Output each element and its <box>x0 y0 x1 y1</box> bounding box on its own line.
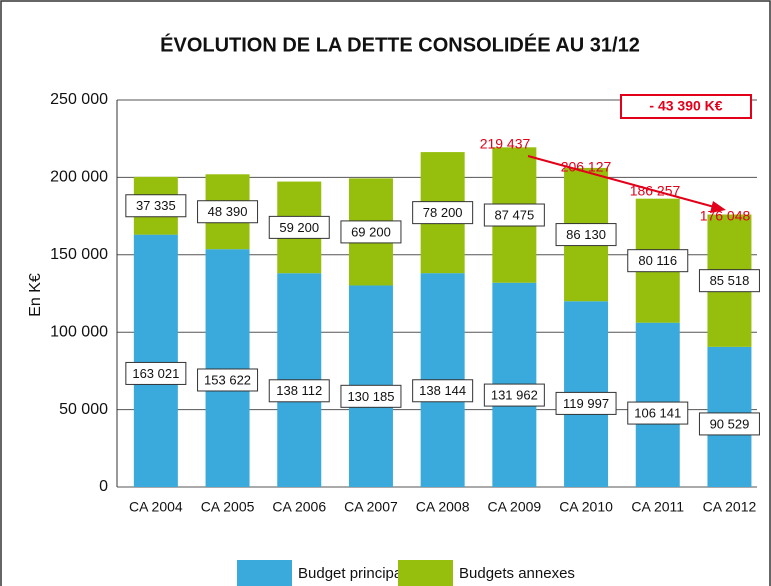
x-tick-label: CA 2012 <box>703 499 757 515</box>
value-label: 87 475 <box>494 207 534 222</box>
annotation: 219 437 <box>480 136 531 152</box>
x-tick-label: CA 2007 <box>344 499 398 515</box>
value-label-box <box>340 220 402 244</box>
x-tick-label: CA 2005 <box>201 499 255 515</box>
value-label: 119 997 <box>563 396 609 411</box>
value-label: 85 518 <box>710 273 750 288</box>
value-label-box <box>483 203 545 227</box>
x-tick-label: CA 2004 <box>129 499 183 515</box>
bar-segment <box>205 249 250 487</box>
legend-label: Budgets annexes <box>459 565 575 582</box>
value-label: 48 390 <box>208 204 248 219</box>
value-label-box <box>268 379 330 403</box>
value-label-box <box>698 269 760 293</box>
value-label-box <box>268 215 330 239</box>
y-tick-label: 0 <box>99 478 108 495</box>
y-tick-label: 50 000 <box>59 401 108 418</box>
value-label-box <box>698 412 760 436</box>
legend-swatch <box>237 560 292 586</box>
x-tick-label: CA 2011 <box>631 499 684 515</box>
x-tick-label: CA 2006 <box>272 499 326 515</box>
value-label: 153 622 <box>204 372 251 387</box>
value-label-box <box>483 383 545 407</box>
value-label-box <box>197 200 259 224</box>
value-label: 78 200 <box>423 205 463 220</box>
legend-label: Budget principal <box>298 565 406 582</box>
value-label: 163 021 <box>132 366 179 381</box>
value-label-box <box>125 194 187 218</box>
chart-title: ÉVOLUTION DE LA DETTE CONSOLIDÉE AU 31/1… <box>160 33 640 56</box>
value-label-box <box>412 201 474 225</box>
value-label: 86 130 <box>566 227 606 242</box>
value-label-box <box>125 361 187 385</box>
value-label-box <box>555 223 617 247</box>
value-label: 59 200 <box>279 220 319 235</box>
arrow-head <box>710 201 726 213</box>
trend-arrow <box>527 155 719 209</box>
annotation: 206 127 <box>561 159 612 175</box>
value-label: 37 335 <box>136 198 176 213</box>
value-label: 138 112 <box>276 383 322 398</box>
value-label: 106 141 <box>634 405 681 420</box>
value-label: 130 185 <box>347 389 394 404</box>
x-tick-label: CA 2008 <box>416 499 470 515</box>
value-label: 69 200 <box>351 224 391 239</box>
legend-swatch <box>398 560 453 586</box>
value-label-box <box>555 391 617 415</box>
change-label: - 43 390 K€ <box>649 98 722 114</box>
value-label-box <box>340 384 402 408</box>
value-label: 138 144 <box>419 383 466 398</box>
y-tick-label: 150 000 <box>50 246 108 263</box>
y-tick-label: 250 000 <box>50 91 108 108</box>
value-label: 90 529 <box>710 416 750 431</box>
x-tick-label: CA 2010 <box>559 499 613 515</box>
value-label: 131 962 <box>491 388 538 403</box>
x-tick-label: CA 2009 <box>487 499 541 515</box>
value-label-box <box>627 401 689 425</box>
change-box <box>620 94 752 119</box>
value-label-box <box>627 249 689 273</box>
value-label-box <box>412 379 474 403</box>
y-tick-label: 200 000 <box>50 169 108 186</box>
bar-segment <box>133 234 178 487</box>
y-tick-label: 100 000 <box>50 323 108 340</box>
value-label-box <box>197 368 259 392</box>
y-axis-label: En K€ <box>27 273 44 317</box>
value-label: 80 116 <box>638 253 677 268</box>
